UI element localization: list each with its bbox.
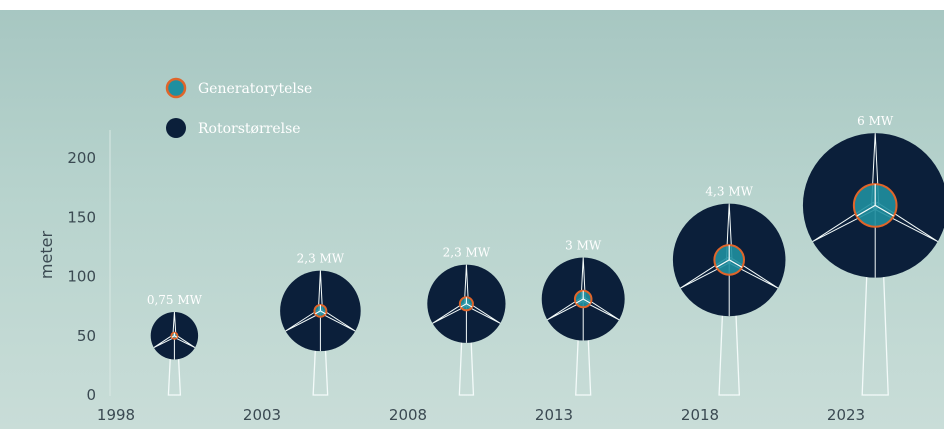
- power-label: 3 MW: [565, 239, 602, 253]
- hub-spoke: [466, 303, 473, 308]
- hub-spoke: [856, 204, 876, 217]
- y-tick-label: 150: [67, 208, 96, 226]
- turbine-marks: 0,75 MW 2,3 MW 2,3 MW 3 MW 4,3 MW 6 MW: [147, 114, 944, 396]
- hub-spoke: [320, 310, 326, 315]
- y-axis-label: meter: [37, 231, 56, 280]
- hub-spoke: [716, 259, 730, 268]
- turbine: 0,75 MW: [147, 293, 203, 396]
- x-axis-ticks: 1998 2003 2008 2013 2018 2023: [97, 406, 865, 424]
- turbine: 2,3 MW: [427, 246, 506, 396]
- y-tick-label: 200: [67, 149, 96, 167]
- power-label: 2,3 MW: [297, 252, 345, 266]
- top-border: [0, 0, 944, 10]
- x-tick-label: 2013: [535, 406, 573, 424]
- turbine: 2,3 MW: [280, 252, 361, 396]
- power-label: 6 MW: [857, 114, 894, 128]
- power-label: 0,75 MW: [147, 293, 203, 307]
- turbine: 4,3 MW: [672, 185, 786, 396]
- x-tick-label: 2018: [681, 406, 719, 424]
- y-axis-ticks: 0 50 100 150 200: [67, 149, 96, 404]
- hub-spoke: [575, 298, 584, 304]
- x-tick-label: 2003: [243, 406, 281, 424]
- legend-generator-swatch: [165, 77, 187, 99]
- legend: Generatorytelse Rotorstørrelse: [165, 77, 312, 138]
- legend-rotor-swatch: [166, 118, 186, 138]
- hub-spoke: [171, 335, 175, 338]
- hub-spoke: [460, 303, 467, 308]
- x-tick-label: 1998: [97, 406, 135, 424]
- hub-spoke: [314, 310, 321, 315]
- turbine: 3 MW: [541, 239, 625, 396]
- power-label: 2,3 MW: [443, 246, 491, 260]
- x-tick-label: 2008: [389, 406, 427, 424]
- x-tick-label: 2023: [827, 406, 865, 424]
- hub-spoke: [582, 298, 591, 304]
- hub-spoke: [174, 335, 178, 338]
- y-tick-label: 50: [77, 327, 96, 345]
- legend-rotor-label: Rotorstørrelse: [198, 121, 301, 137]
- y-tick-label: 100: [67, 268, 96, 286]
- hub-spoke: [728, 259, 743, 268]
- hub-spoke: [874, 204, 894, 217]
- power-label: 4,3 MW: [705, 185, 753, 199]
- turbine: 6 MW: [802, 114, 944, 396]
- legend-generator-label: Generatorytelse: [198, 81, 312, 97]
- y-tick-label: 0: [86, 386, 96, 404]
